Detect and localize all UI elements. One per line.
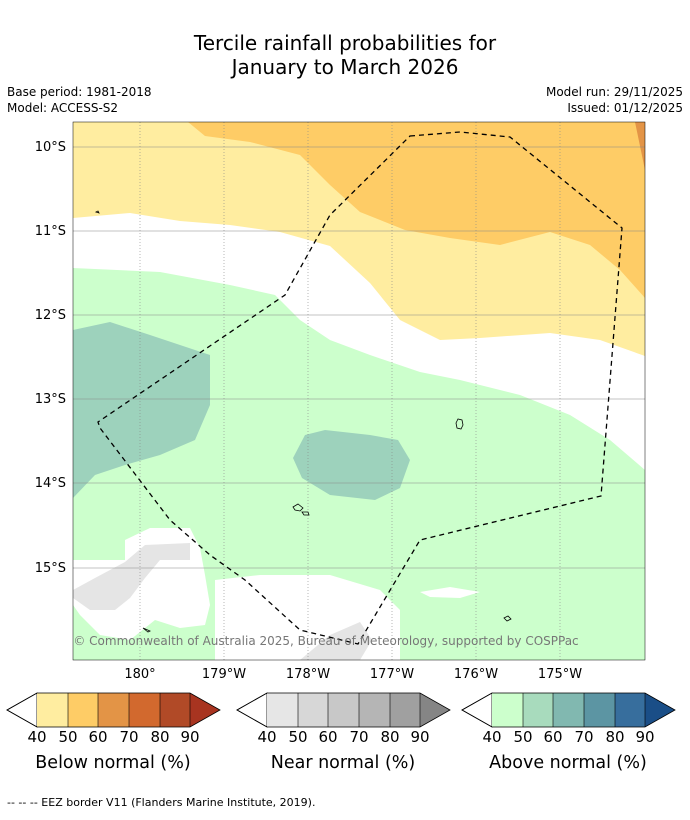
island-south <box>503 615 512 622</box>
lat-label: 13°S <box>35 392 66 407</box>
lat-label: 11°S <box>35 224 66 239</box>
colorbar-below-tick: 60 <box>88 728 108 746</box>
base-period: Base period: 1981-2018 <box>7 85 152 99</box>
colorbar-above-tick: 80 <box>605 728 625 746</box>
lon-label: 179°W <box>202 667 246 682</box>
colorbar-near-high-arrow <box>420 693 450 727</box>
colorbar-below-tick: 70 <box>119 728 139 746</box>
colorbar-near-low-arrow <box>236 692 268 728</box>
colorbar-above-tick: 50 <box>513 728 533 746</box>
lat-label: 12°S <box>35 308 66 323</box>
colorbar-below-swatch <box>68 693 98 727</box>
colorbar-near-tick: 40 <box>257 728 277 746</box>
graticule <box>73 122 645 660</box>
colorbar-below-tick: 40 <box>27 728 47 746</box>
colorbar-below-tick: 80 <box>150 728 170 746</box>
colorbars <box>6 692 676 728</box>
lon-label: 178°W <box>286 667 330 682</box>
map-frame <box>72 121 646 661</box>
colorbar-above-swatch <box>523 693 553 727</box>
map-fields <box>73 122 645 660</box>
colorbar-above-tick: 60 <box>543 728 563 746</box>
below-60-region <box>635 122 645 170</box>
lon-label: 176°W <box>454 667 498 682</box>
colorbar-below-tick: 90 <box>180 728 200 746</box>
island-wallis <box>455 418 464 430</box>
colorbar-below-swatch <box>160 693 190 727</box>
lon-label: 177°W <box>370 667 414 682</box>
near-white-pocket-e <box>420 587 480 598</box>
colorbar-below-tick: 50 <box>58 728 78 746</box>
attribution: © Commonwealth of Australia 2025, Bureau… <box>73 634 578 648</box>
colorbar-near-tick: 60 <box>318 728 338 746</box>
island-speck-1 <box>94 210 100 214</box>
lat-label: 15°S <box>35 561 66 576</box>
colorbar-below-swatch <box>98 693 129 727</box>
colorbar-near-tick: 70 <box>349 728 369 746</box>
island-futuna <box>292 503 304 512</box>
colorbar-below-high-arrow <box>190 693 220 727</box>
chart-title-line1: Tercile rainfall probabilities for <box>193 31 497 55</box>
footnote-eez: -- -- -- EEZ border V11 (Flanders Marine… <box>7 796 316 809</box>
colorbar-below-low-arrow <box>6 692 38 728</box>
lat-labels: 10°S 11°S 12°S 13°S 14°S 15°S <box>35 140 66 576</box>
colorbar-above-swatch <box>492 693 523 727</box>
colorbar-below-swatch <box>129 693 160 727</box>
island-speck-2 <box>142 627 151 633</box>
lon-labels: 180° 179°W 178°W 177°W 176°W 175°W <box>124 667 582 682</box>
colorbar-above-low-arrow <box>461 692 493 728</box>
colorbar-above-swatch <box>553 693 584 727</box>
issued-date: Issued: 01/12/2025 <box>567 101 683 115</box>
colorbar-near-swatch <box>298 693 328 727</box>
colorbar-near-tick: 90 <box>410 728 430 746</box>
colorbar-near-label: Near normal (%) <box>270 753 416 773</box>
colorbar-above-tick: 90 <box>635 728 655 746</box>
colorbar-above-label: Above normal (%) <box>489 753 647 773</box>
lat-label: 14°S <box>35 476 66 491</box>
colorbar-above <box>461 692 676 728</box>
colorbar-near <box>236 692 451 728</box>
above-50-region-central <box>293 430 410 500</box>
colorbar-near-swatch <box>328 693 359 727</box>
eez-border <box>97 131 623 645</box>
colorbar-near-swatch <box>267 693 298 727</box>
above-50-region-west <box>73 322 210 498</box>
colorbar-above-tick: 70 <box>574 728 594 746</box>
near-40-region-sw <box>73 543 190 610</box>
colorbar-below <box>6 692 221 728</box>
chart-title-line2: January to March 2026 <box>231 55 459 79</box>
below-50-region <box>188 122 645 298</box>
lat-label: 10°S <box>35 140 66 155</box>
colorbar-above-tick: 40 <box>482 728 502 746</box>
colorbar-near-tick: 80 <box>380 728 400 746</box>
colorbar-near-swatch <box>359 693 390 727</box>
colorbar-below-label: Below normal (%) <box>35 753 191 773</box>
lon-label: 180° <box>124 667 155 682</box>
lon-label: 175°W <box>538 667 582 682</box>
model-run: Model run: 29/11/2025 <box>545 85 683 99</box>
colorbar-near-swatch <box>390 693 420 727</box>
colorbar-above-high-arrow <box>645 693 675 727</box>
model-name: Model: ACCESS-S2 <box>7 101 119 115</box>
near-40-region-s <box>300 622 372 660</box>
probability-map: 10°S 11°S 12°S 13°S 14°S 15°S 180° 179°W… <box>35 121 646 682</box>
colorbar-below-swatch <box>37 693 68 727</box>
islands <box>94 210 512 633</box>
colorbar-above-swatch <box>584 693 615 727</box>
colorbar-above-swatch <box>615 693 645 727</box>
colorbar-near-tick: 50 <box>288 728 308 746</box>
island-alofi <box>301 511 310 516</box>
